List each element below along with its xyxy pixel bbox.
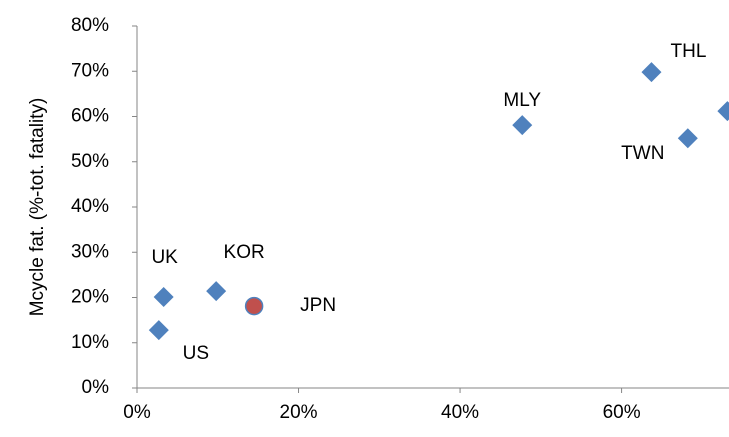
point-label: TWN [621, 143, 664, 164]
y-axis-label: Mcycle fat. (%-tot. fatality) [27, 98, 48, 317]
point [512, 115, 533, 136]
x-tick-label: 60% [603, 402, 641, 423]
y-tick-label: 40% [71, 196, 109, 217]
point-label: THL [671, 41, 707, 62]
point-label: KOR [224, 242, 265, 263]
point [206, 281, 227, 302]
point-label: US [183, 343, 209, 364]
point [717, 101, 729, 122]
y-tick-label: 0% [82, 377, 110, 398]
y-tick-label: 70% [71, 60, 109, 81]
point [153, 287, 174, 308]
x-tick-label: 40% [441, 402, 479, 423]
point-label: JPN [300, 295, 336, 316]
y-tick-label: 80% [71, 15, 109, 36]
x-tick-label: 0% [123, 402, 151, 423]
y-tick-label: 20% [71, 287, 109, 308]
point-label: UK [151, 247, 178, 268]
y-tick-label: 10% [71, 332, 109, 353]
point [244, 296, 264, 316]
point [641, 62, 662, 83]
x-tick-label: 20% [280, 402, 318, 423]
y-tick-label: 50% [71, 151, 109, 172]
y-tick-label: 30% [71, 241, 109, 262]
y-tick-label: 60% [71, 106, 109, 127]
point [148, 320, 169, 341]
point [677, 128, 698, 149]
point-label: MLY [503, 90, 541, 111]
